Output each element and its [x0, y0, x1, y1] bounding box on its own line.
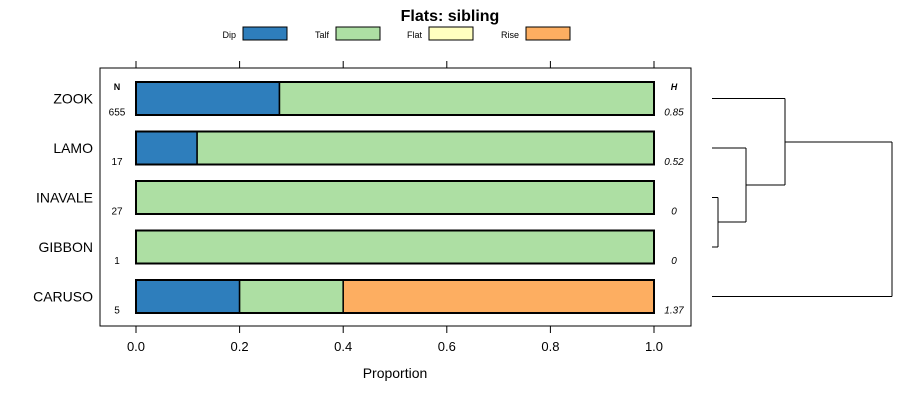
row-label: GIBBON: [39, 239, 93, 255]
x-tick-label: 0.4: [334, 339, 352, 354]
legend: Dip Talf Flat Rise: [222, 26, 571, 41]
h-value: 1.37: [664, 306, 684, 317]
n-value: 5: [114, 306, 120, 317]
h-value: 0.52: [664, 157, 684, 168]
bar-segment-talf: [196, 130, 655, 166]
bar-outline: [135, 279, 655, 314]
n-header: N: [114, 82, 121, 92]
bar-outline: [135, 81, 655, 116]
h-value: 0: [671, 256, 677, 267]
x-tick-label: 0.0: [127, 339, 145, 354]
row-label: ZOOK: [53, 91, 93, 107]
bar-segment-talf: [135, 180, 655, 215]
n-value: 1: [114, 256, 120, 267]
bar-segment-talf: [135, 229, 655, 265]
h-value: 0.85: [664, 108, 684, 119]
bar-segment-talf: [238, 279, 344, 314]
x-axis-label: Proportion: [363, 365, 428, 381]
legend-label-dip: Dip: [222, 30, 236, 40]
bar-row-lamo: LAMO 17 0.52: [53, 130, 684, 168]
bar-outline: [135, 180, 655, 215]
x-axis: 0.0 0.2 0.4 0.6 0.8 1.0: [127, 61, 663, 354]
h-value: 0: [671, 207, 677, 218]
legend-swatch-rise: [525, 26, 571, 41]
bar-segment-dip: [135, 279, 241, 314]
row-label: CARUSO: [33, 289, 93, 305]
n-value: 17: [111, 157, 123, 168]
chart-title: Flats: sibling: [401, 8, 500, 25]
bar-row-zook: ZOOK 655 0.85: [53, 81, 684, 119]
bar-outline: [135, 130, 655, 166]
row-label: LAMO: [53, 140, 93, 156]
n-value: 27: [111, 207, 123, 218]
legend-swatch-flat: [428, 26, 474, 41]
bar-row-inavale: INAVALE 27 0: [36, 180, 677, 218]
bar-outline: [135, 229, 655, 265]
bar-rows: ZOOK 655 0.85 LAMO 17 0.52 INAVALE 27 0 GIBBON 1 0 C…: [33, 81, 684, 317]
dendrogram: [712, 98, 893, 297]
legend-label-flat: Flat: [407, 30, 423, 40]
legend-label-rise: Rise: [501, 30, 519, 40]
row-label: INAVALE: [36, 190, 93, 206]
bar-segment-rise: [342, 279, 655, 314]
h-header: H: [671, 82, 678, 92]
legend-swatch-talf: [335, 26, 381, 41]
bar-segment-dip: [135, 130, 198, 166]
x-tick-label: 0.2: [231, 339, 249, 354]
legend-label-talf: Talf: [315, 30, 330, 40]
legend-swatch-dip: [242, 26, 288, 41]
bar-segment-talf: [278, 81, 655, 116]
bar-row-gibbon: GIBBON 1 0: [39, 229, 677, 267]
x-tick-label: 0.6: [438, 339, 456, 354]
x-tick-label: 0.8: [541, 339, 559, 354]
bar-row-caruso: CARUSO 5 1.37: [33, 279, 684, 317]
x-tick-label: 1.0: [645, 339, 663, 354]
bar-segment-dip: [135, 81, 281, 116]
plot-frame: [99, 67, 692, 327]
n-value: 655: [109, 108, 126, 119]
